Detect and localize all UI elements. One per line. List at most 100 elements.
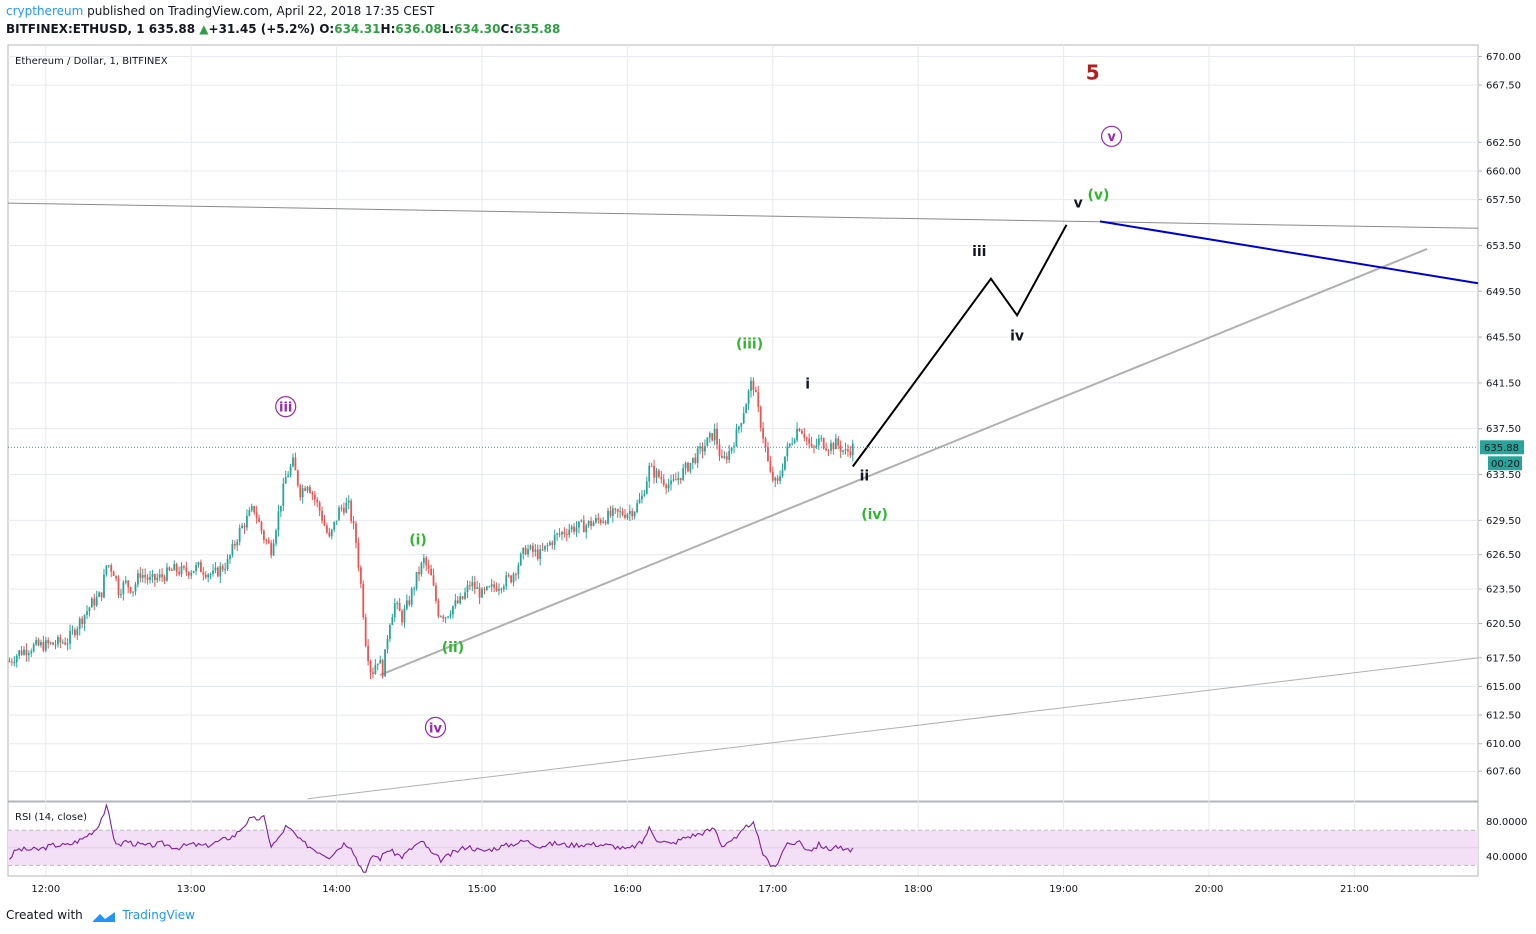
tradingview-brand[interactable]: TradingView (122, 908, 195, 922)
candle-body (120, 594, 122, 596)
candle-body (781, 469, 784, 477)
candle-body (670, 480, 672, 485)
candle-body (20, 650, 23, 655)
wave-label: v (1107, 130, 1116, 145)
symbol-label: BITFINEX:ETHUSD, 1 (6, 22, 145, 36)
candle-body (721, 455, 723, 458)
wave-label-circle (1100, 125, 1123, 147)
candle-body (279, 505, 282, 512)
candle (602, 517, 605, 524)
candle (757, 385, 760, 413)
candle (376, 663, 379, 670)
candle (238, 524, 241, 546)
candle-body (44, 640, 47, 651)
candle-body (326, 525, 328, 533)
candle (129, 586, 132, 594)
last-price-badge (1480, 440, 1524, 455)
candle (628, 504, 631, 521)
candle-body (456, 600, 459, 604)
candle (851, 439, 854, 462)
candle-body (81, 618, 84, 624)
candle (563, 527, 566, 538)
candle-body (825, 448, 828, 451)
candle-body (418, 571, 420, 575)
candle (478, 583, 481, 605)
candle (175, 562, 178, 577)
candle-body (64, 642, 67, 645)
candle (495, 582, 498, 592)
candle (287, 471, 290, 478)
candle-body (553, 534, 556, 545)
candle (173, 560, 176, 571)
candle (437, 598, 440, 619)
candle (728, 444, 731, 464)
candle-body (180, 566, 183, 575)
candle (183, 565, 185, 571)
candle (219, 562, 222, 583)
candle-body (161, 574, 164, 578)
candle-body (187, 572, 190, 576)
candle (527, 544, 529, 558)
candle-body (432, 575, 435, 586)
candle (699, 442, 702, 455)
candle-body (568, 529, 571, 535)
candle (721, 449, 723, 459)
candle (204, 571, 207, 580)
y-tick-label: 657.50 (1486, 195, 1521, 206)
candle (163, 574, 166, 584)
candle-body (83, 614, 86, 624)
candle-body (750, 380, 752, 391)
candle (708, 431, 711, 443)
candle (735, 423, 738, 447)
candle (318, 500, 321, 517)
candle-body (531, 545, 534, 552)
publish-info: crypthereum published on TradingView.com… (6, 4, 434, 18)
candle (752, 377, 755, 396)
candle-body (771, 471, 774, 481)
candle-body (691, 457, 694, 463)
candle-body (507, 575, 510, 577)
candle-body (146, 577, 149, 580)
candle-body (570, 526, 573, 530)
candle (23, 646, 25, 656)
candle (32, 642, 35, 653)
candle-body (815, 445, 818, 447)
candle-body (192, 570, 195, 573)
candle (667, 478, 670, 493)
author-link[interactable]: crypthereum (6, 4, 84, 18)
candle-body (163, 577, 166, 581)
candle (277, 504, 280, 537)
candle (124, 576, 127, 585)
candle-body (704, 446, 706, 452)
candle-body (730, 447, 733, 452)
candle (551, 540, 554, 550)
candle-body (602, 521, 605, 523)
candle-body (624, 514, 626, 518)
candle-body (575, 527, 578, 532)
candle (808, 433, 811, 449)
candle (464, 587, 466, 601)
wave-label: ii (860, 468, 870, 484)
candle (326, 522, 328, 535)
candle-body (757, 392, 760, 408)
candle (267, 537, 270, 544)
candle (403, 604, 406, 628)
candle (849, 445, 852, 459)
candle (762, 421, 765, 444)
price-chart[interactable]: 670.00 667.50 662.50 660.00 657.50 653.50 649.… (0, 40, 1536, 900)
candle-body (98, 592, 101, 597)
candle-body (15, 655, 18, 663)
candle-body (788, 443, 791, 447)
candle-body (706, 437, 709, 447)
candle-body (488, 586, 491, 588)
candle (246, 509, 248, 531)
y-tick-label: 645.50 (1486, 333, 1521, 344)
candle-body (129, 587, 132, 593)
candle-body (207, 574, 210, 578)
candle (796, 422, 798, 443)
candle (694, 453, 697, 465)
candle (192, 570, 195, 574)
candle (37, 637, 40, 647)
candle-body (69, 630, 71, 644)
last-value: 635.88 (148, 22, 196, 36)
